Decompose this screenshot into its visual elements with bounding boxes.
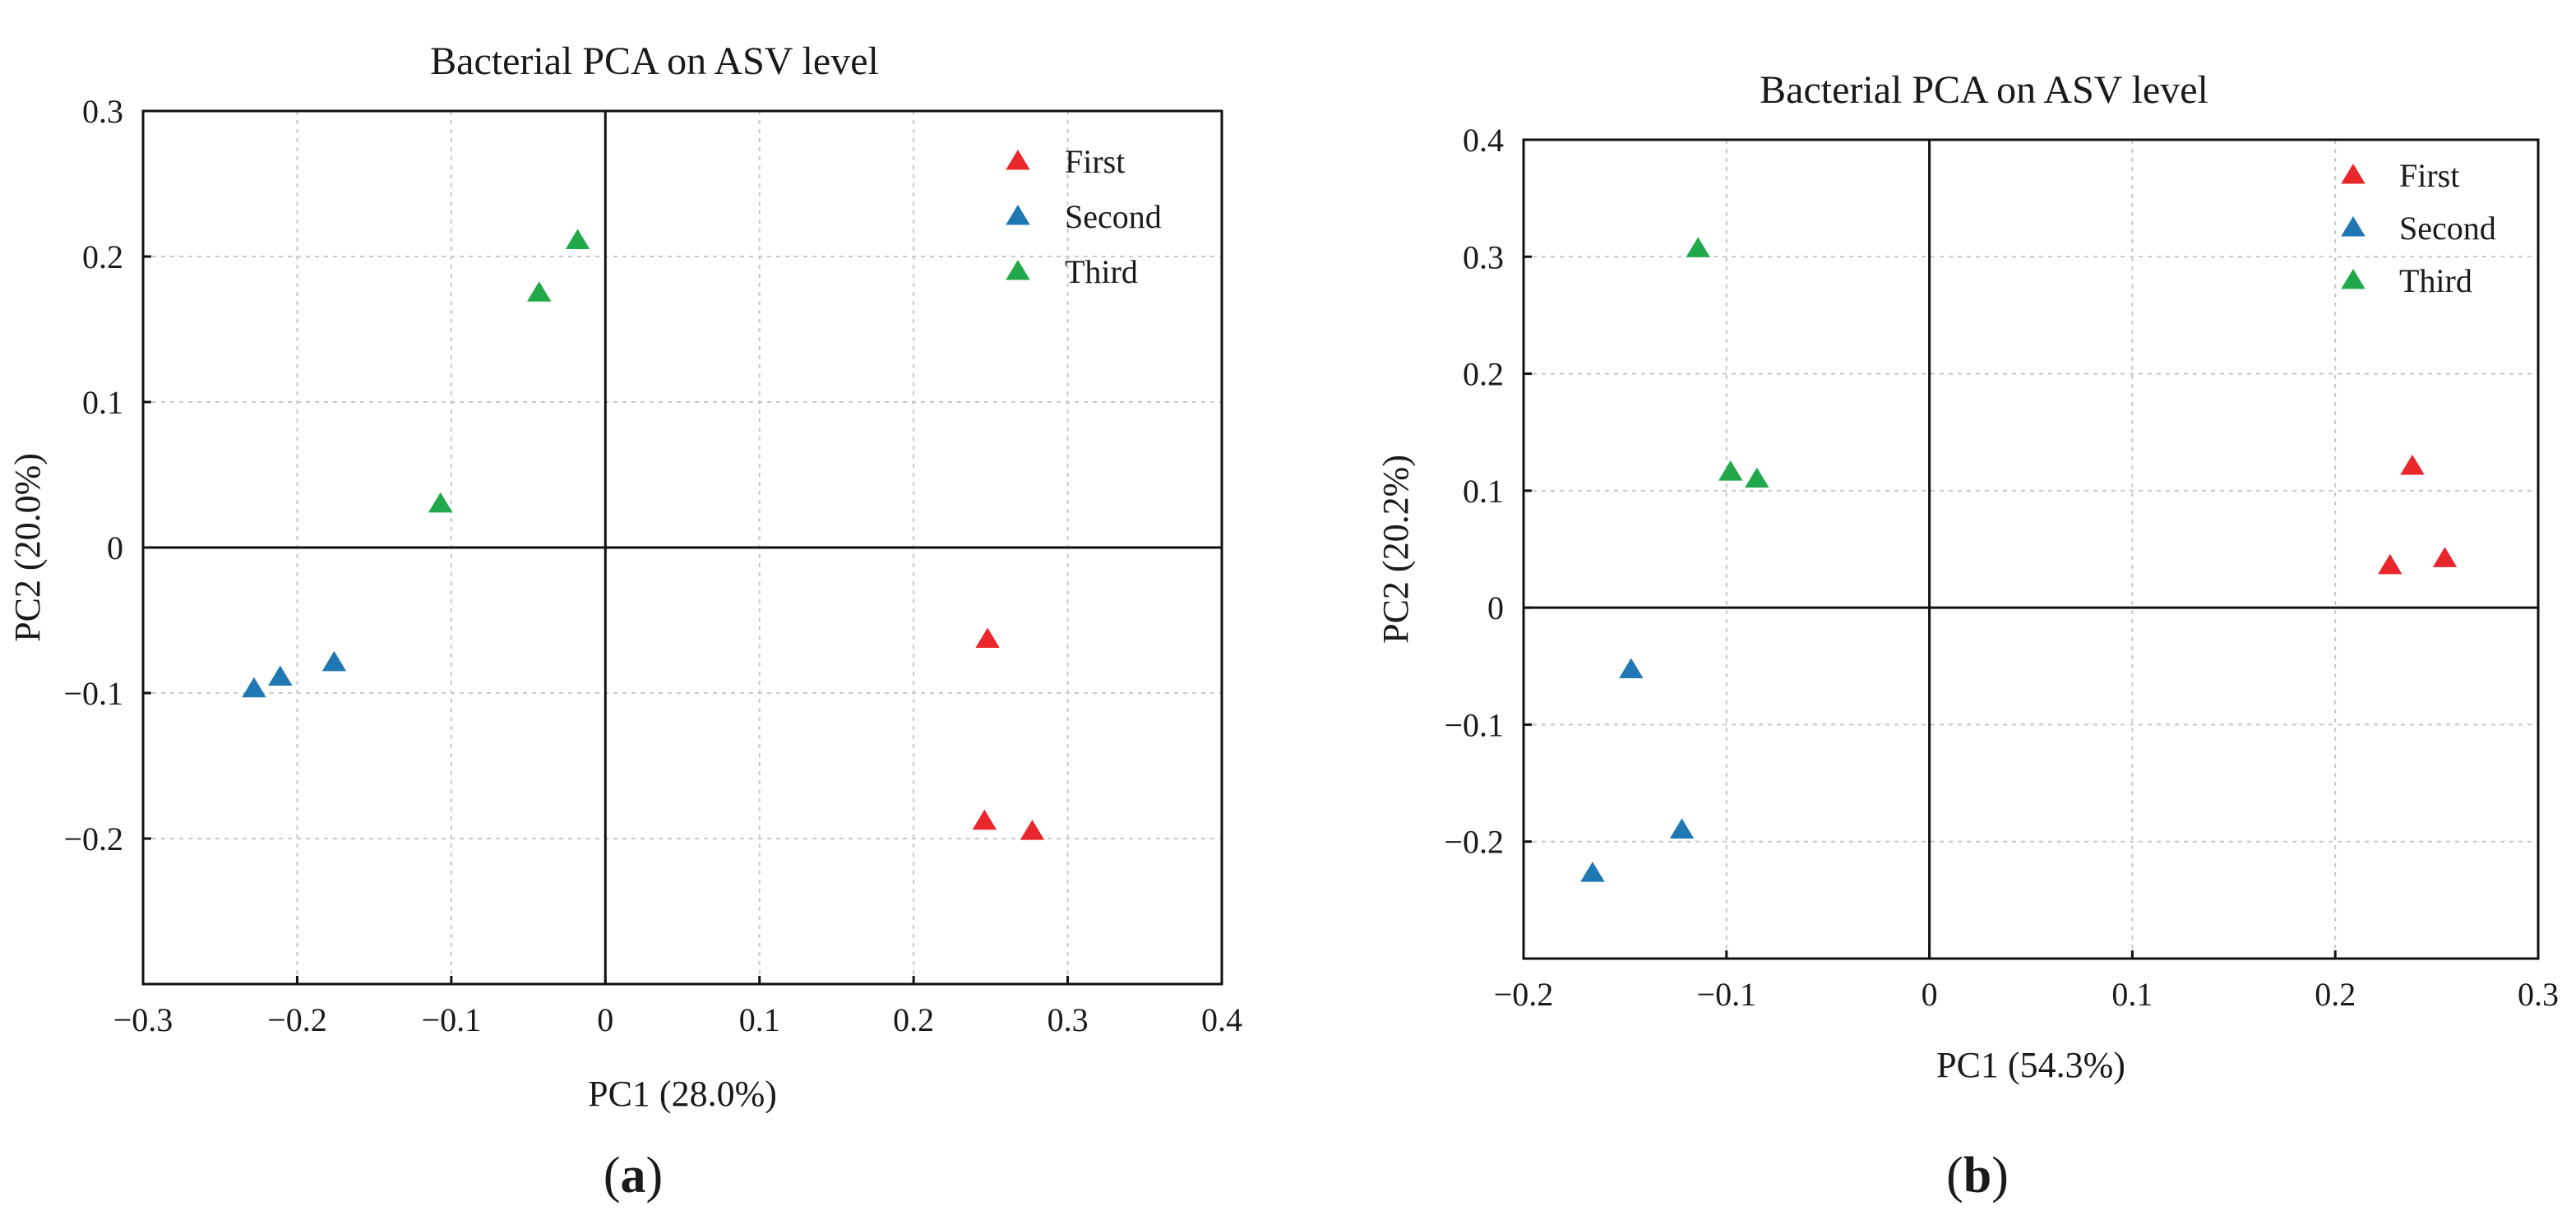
chart-panel-b: −0.2 −0.1 0 0.1 0.2 0.3 −0.2 −0.1 0 0.1 0.2 0.3 0.4 B… (1376, 68, 2559, 1204)
y-tick-label: −0.2 (63, 820, 123, 857)
x-tick-label: 0.4 (1201, 1001, 1242, 1038)
data-point-second (1580, 862, 1605, 882)
x-tick-label: −0.2 (1494, 976, 1554, 1013)
data-point-third (1718, 460, 1743, 481)
x-tick-label: 0.2 (893, 1001, 934, 1038)
legend-marker-first (1006, 150, 1030, 170)
legend-marker-second (1006, 205, 1030, 225)
panel-label: (b) (1946, 1148, 2009, 1204)
x-tick-label: 0.2 (2315, 976, 2356, 1013)
y-tick-label: 0.1 (1463, 473, 1504, 510)
x-axis-label: PC1 (54.3%) (1936, 1045, 2125, 1085)
x-tick-label: −0.3 (113, 1001, 173, 1038)
y-tick-label: 0 (107, 529, 123, 566)
data-point-first (1020, 820, 1045, 840)
x-tick-label: −0.1 (422, 1001, 482, 1038)
data-point-second (321, 650, 347, 672)
legend-label-third: Third (1065, 253, 1138, 290)
legend-marker-third (1006, 260, 1030, 280)
data-point-third (428, 492, 453, 513)
x-tick-label: 0 (1922, 976, 1938, 1013)
data-point-third (526, 281, 552, 302)
legend-label-first: First (2399, 157, 2459, 194)
legend-marker-second (2341, 216, 2366, 237)
y-axis-label: PC2 (20.0%) (7, 453, 48, 642)
data-point-second (242, 677, 266, 698)
data-point-second (268, 665, 293, 686)
data-point-first (2432, 547, 2458, 567)
data-point-first (2400, 454, 2425, 475)
chart-title: Bacterial PCA on ASV level (1760, 68, 2208, 112)
data-point-third (1745, 467, 1769, 488)
x-tick-label: −0.1 (1697, 976, 1757, 1013)
legend-marker-third (2341, 269, 2366, 289)
x-axis-label: PC1 (28.0%) (588, 1074, 777, 1114)
y-tick-label: −0.1 (1444, 706, 1504, 743)
y-tick-label: −0.2 (1444, 824, 1504, 861)
x-tick-label: 0 (597, 1001, 613, 1038)
x-tick-label: −0.2 (267, 1001, 327, 1038)
y-tick-label: 0 (1487, 589, 1504, 626)
data-point-first (972, 809, 997, 830)
data-point-third (565, 229, 590, 250)
chart-panel-a: −0.3 −0.2 −0.1 0 0.1 0.2 0.3 0.4 −0.2 −0.1 0 0.1 0.2… (7, 39, 1242, 1204)
legend-label-second: Second (1065, 198, 1162, 235)
legend-marker-first (2341, 164, 2366, 184)
data-point-second (1669, 818, 1695, 839)
y-axis-label: PC2 (20.2%) (1376, 455, 1416, 644)
legend-label-first: First (1065, 143, 1125, 180)
panel-label: (a) (604, 1148, 663, 1204)
data-point-first (975, 627, 1000, 649)
y-tick-label: 0.1 (82, 384, 123, 421)
y-tick-label: 0.2 (82, 238, 123, 275)
legend-label-third: Third (2399, 262, 2472, 299)
x-tick-label: 0.1 (2111, 976, 2153, 1013)
y-tick-label: −0.1 (63, 675, 123, 712)
x-tick-label: 0.1 (739, 1001, 780, 1038)
data-point-second (1619, 658, 1644, 679)
legend-label-second: Second (2399, 210, 2496, 247)
data-point-third (1686, 237, 1710, 257)
plot-frame (1522, 138, 2540, 960)
x-tick-label: 0.3 (2518, 976, 2559, 1013)
data-point-first (2378, 553, 2403, 575)
y-tick-label: 0.3 (1463, 238, 1504, 275)
x-tick-label: 0.3 (1048, 1001, 1089, 1038)
chart-title: Bacterial PCA on ASV level (430, 39, 879, 83)
y-tick-label: 0.3 (82, 93, 123, 130)
y-tick-label: 0.2 (1463, 356, 1504, 393)
y-tick-label: 0.4 (1463, 122, 1504, 159)
